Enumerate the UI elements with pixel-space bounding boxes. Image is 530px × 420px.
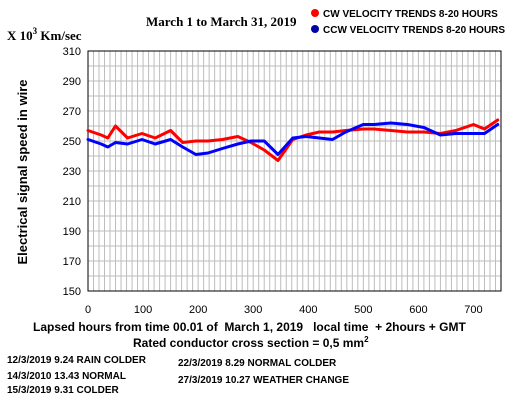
subtitle-text: Rated conductor cross section = 0,5 mm	[133, 336, 364, 350]
series-line-ccw	[86, 121, 500, 156]
grid	[88, 51, 501, 291]
chart-subtitle: Rated conductor cross section = 0,5 mm2	[133, 335, 369, 350]
series-lines	[86, 118, 500, 162]
x-tick-label: 600	[409, 304, 427, 316]
legend-cw-marker	[311, 9, 319, 17]
x-tick-label: 300	[244, 304, 262, 316]
unit-suffix: Km/sec	[37, 28, 82, 43]
chart-title: March 1 to March 31, 2019	[146, 14, 297, 29]
unit-prefix: X 10	[7, 28, 33, 43]
legend: CW VELOCITY TRENDS 8-20 HOURS CCW VELOCI…	[311, 9, 505, 36]
x-axis-ticks: 0 100 200 300 400 500 600 700	[85, 304, 483, 316]
plot-area-frame	[87, 50, 502, 292]
x-tick-label: 400	[299, 304, 317, 316]
y-axis-label: Electrical signal speed in wire	[15, 80, 30, 265]
y-tick-label: 310	[63, 46, 81, 58]
x-tick-label: 200	[189, 304, 207, 316]
y-tick-label: 270	[63, 106, 81, 118]
x-tick-label: 100	[134, 304, 152, 316]
note-2: 14/3/2010 13.43 NORMAL	[7, 371, 126, 382]
y-tick-label: 290	[63, 76, 81, 88]
legend-cw-label: CW VELOCITY TRENDS 8-20 HOURS	[323, 9, 498, 20]
note-1: 12/3/2019 9.24 RAIN COLDER	[7, 355, 146, 366]
x-tick-label: 700	[464, 304, 482, 316]
y-tick-label: 210	[63, 196, 81, 208]
y-tick-label: 190	[63, 226, 81, 238]
y-tick-label: 230	[63, 166, 81, 178]
subtitle-exponent: 2	[364, 335, 369, 344]
series-line-cw	[86, 118, 500, 162]
x-tick-label: 500	[354, 304, 372, 316]
x-axis-label: Lapsed hours from time 00.01 of March 1,…	[33, 320, 466, 334]
unit-label: X 103 Km/sec	[7, 26, 82, 43]
y-axis-ticks: 150 170 190 210 230 250 270 290 310	[63, 46, 81, 298]
note-5: 27/3/2019 10.27 WEATHER CHANGE	[178, 375, 349, 386]
x-tick-label: 0	[85, 304, 91, 316]
y-tick-label: 150	[63, 286, 81, 298]
unit-exponent: 3	[33, 26, 38, 36]
note-3: 15/3/2019 9.31 COLDER	[7, 385, 119, 396]
y-tick-label: 170	[63, 256, 81, 268]
legend-ccw-marker	[311, 25, 319, 33]
legend-ccw-label: CCW VELOCITY TRENDS 8-20 HOURS	[323, 25, 505, 36]
note-4: 22/3/2019 8.29 NORMAL COLDER	[178, 358, 337, 369]
y-tick-label: 250	[63, 136, 81, 148]
